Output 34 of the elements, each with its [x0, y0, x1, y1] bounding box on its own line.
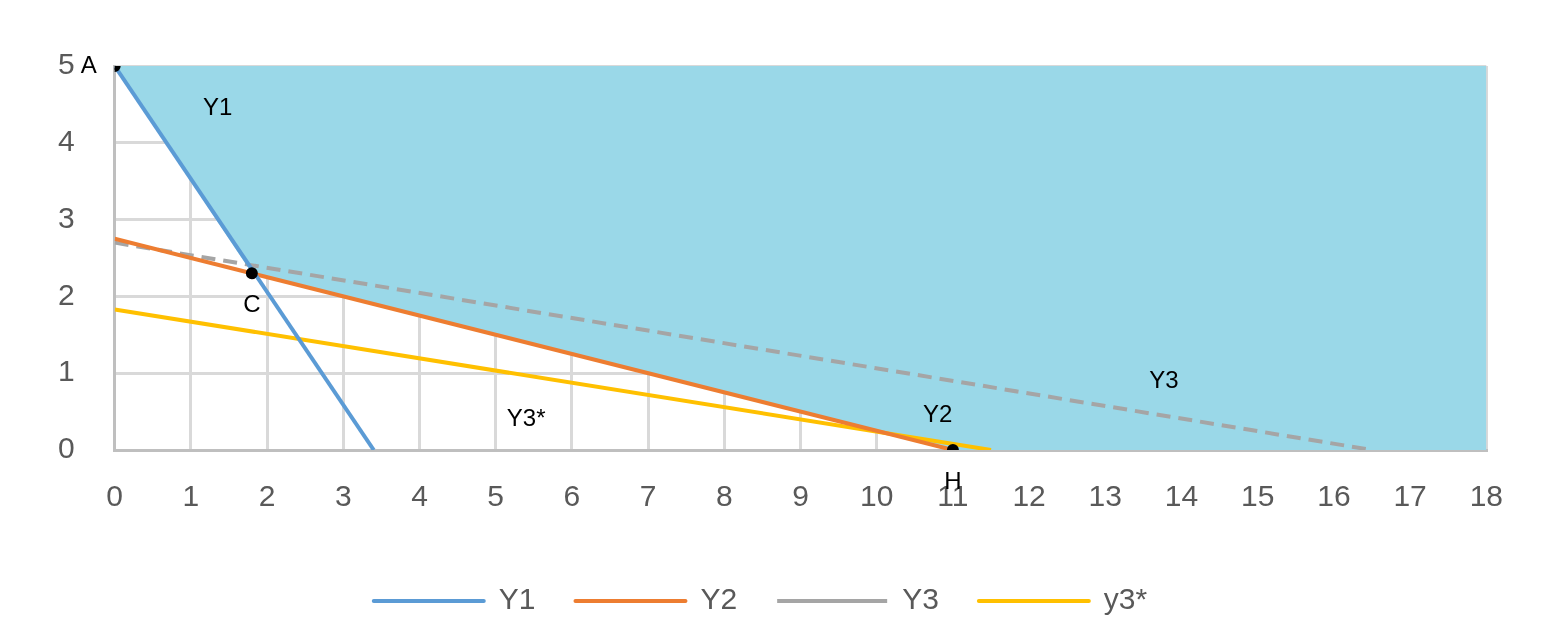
x-tick-label: 6: [563, 479, 581, 513]
legend-label: Y2: [700, 582, 738, 616]
y-tick-label: 3: [58, 200, 75, 234]
x-tick-label: 12: [1012, 479, 1046, 513]
y-tick-label: 4: [58, 124, 75, 158]
x-tick-label: 16: [1317, 479, 1351, 513]
y-tick-label: 0: [58, 431, 75, 465]
y-tick-label: 2: [58, 277, 75, 311]
x-tick-label: 10: [860, 479, 894, 513]
annotation: Y2: [922, 400, 953, 428]
x-tick-label: 3: [334, 479, 352, 513]
x-tick-label: 8: [715, 479, 733, 513]
annotation: Y3*: [506, 403, 546, 431]
annotation: Y1: [202, 92, 233, 120]
x-tick-label: 1: [182, 479, 200, 513]
x-tick-label: 9: [792, 479, 809, 513]
annotation: Y3: [1149, 365, 1179, 393]
y-tick-label: 1: [58, 354, 75, 388]
x-tick-label: 18: [1469, 479, 1503, 513]
x-tick-label: 4: [411, 479, 428, 513]
x-tick-label: 17: [1393, 479, 1427, 513]
x-tick-label: 2: [258, 479, 276, 513]
y-tick-label: 5: [58, 47, 75, 81]
x-tick-label: 15: [1241, 479, 1275, 513]
x-tick-label: 7: [639, 479, 657, 513]
annotation: A: [80, 50, 97, 78]
legend-label: y3*: [1103, 582, 1148, 616]
legend-label: Y1: [498, 582, 536, 616]
legend-label: Y3: [902, 582, 939, 616]
x-tick-label: 0: [106, 479, 124, 513]
annotation: C: [243, 289, 261, 317]
x-tick-label: 13: [1088, 479, 1122, 513]
x-tick-label: 14: [1164, 479, 1199, 513]
x-tick-label: 5: [487, 479, 505, 513]
